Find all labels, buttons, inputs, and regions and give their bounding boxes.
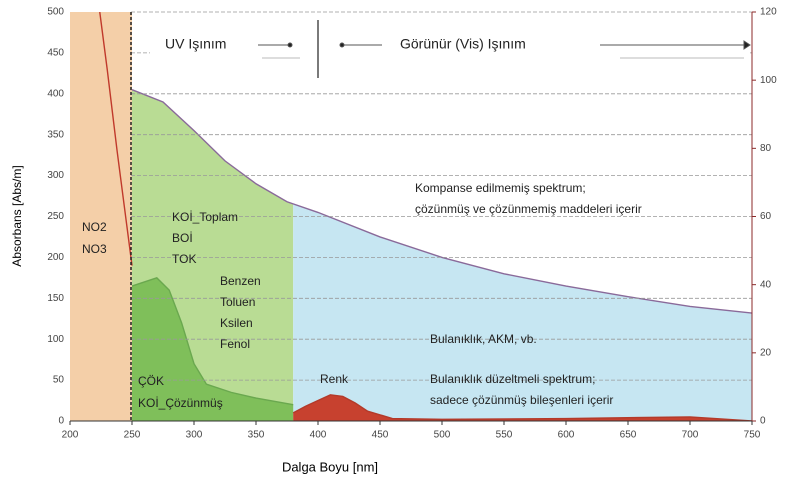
- annotation: Görünür (Vis) Işınım: [400, 36, 526, 52]
- annotation: KOİ_Toplam: [172, 210, 238, 224]
- annotation: NO3: [82, 242, 107, 256]
- x-tick-label: 350: [248, 430, 265, 441]
- y-tick-label: 0: [58, 416, 64, 427]
- x-tick-label: 500: [434, 430, 451, 441]
- x-tick-label: 450: [372, 430, 389, 441]
- y-axis-label: Absorbans [Abs/m]: [10, 165, 24, 266]
- x-tick-label: 700: [682, 430, 699, 441]
- series-line: [292, 394, 752, 421]
- y2-tick-label: 120: [760, 7, 777, 18]
- y2-tick-label: 40: [760, 279, 772, 290]
- y2-tick-label: 80: [760, 143, 772, 154]
- x-tick-label: 200: [62, 430, 79, 441]
- y-tick-label: 350: [47, 129, 64, 140]
- y-tick-label: 200: [47, 252, 64, 263]
- x-tick-label: 600: [558, 430, 575, 441]
- arrows: [258, 40, 751, 59]
- annotation: NO2: [82, 220, 107, 234]
- y-tick-label: 300: [47, 170, 64, 181]
- annotation: Benzen: [220, 274, 261, 288]
- x-tick-label: 750: [744, 430, 761, 441]
- x-tick-label: 300: [186, 430, 203, 441]
- uv-region: [70, 12, 132, 421]
- annotation: Kompanse edilmemiş spektrum;: [415, 181, 586, 195]
- x-tick-label: 250: [124, 430, 141, 441]
- series-line: [131, 89, 752, 314]
- annotation: ÇÖK: [138, 374, 164, 388]
- annotation: KOİ_Çözünmüş: [138, 396, 223, 410]
- series-line: [131, 277, 294, 406]
- annotation: Toluen: [220, 295, 255, 309]
- annotation: Bulanıklık, AKM, vb.: [430, 332, 537, 346]
- annotation: çözünmüş ve çözünmemiş maddeleri içerir: [415, 202, 642, 216]
- y-tick-label: 50: [53, 375, 65, 386]
- annotation: UV Işınım: [165, 36, 226, 52]
- y-tick-label: 450: [47, 48, 64, 59]
- y-tick-label: 400: [47, 88, 64, 99]
- y-tick-label: 500: [47, 7, 64, 18]
- y2-tick-label: 0: [760, 416, 766, 427]
- x-tick-label: 400: [310, 430, 327, 441]
- area-fill: [293, 203, 752, 421]
- y2-tick-label: 60: [760, 211, 772, 222]
- annotation: Ksilen: [220, 316, 253, 330]
- area-fill: [132, 277, 294, 421]
- annotation: sadece çözünmüş bileşenleri içerir: [430, 393, 613, 407]
- y-tick-label: 250: [47, 211, 64, 222]
- annotation: Bulanıklık düzeltmeli spektrum;: [430, 372, 595, 386]
- y-tick-label: 100: [47, 334, 64, 345]
- annotation: BOİ: [172, 231, 193, 245]
- x-tick-label: 550: [496, 430, 513, 441]
- y2-tick-label: 100: [760, 75, 777, 86]
- annotation: Fenol: [220, 337, 250, 351]
- header-box: [150, 22, 750, 72]
- y2-tick-label: 20: [760, 347, 772, 358]
- series-line: [99, 12, 133, 266]
- x-axis-label: Dalga Boyu [nm]: [282, 459, 378, 474]
- x-tick-label: 650: [620, 430, 637, 441]
- annotation: TOK: [172, 252, 196, 266]
- annotation: Renk: [320, 372, 349, 386]
- y-tick-label: 150: [47, 293, 64, 304]
